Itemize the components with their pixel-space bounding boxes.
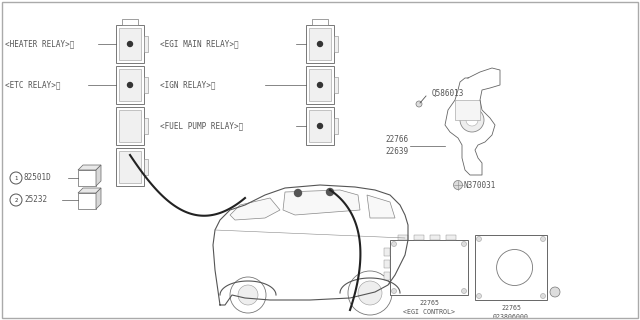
Bar [384,248,390,256]
Text: 82501D: 82501D [24,173,52,182]
Bar [430,235,440,240]
Circle shape [466,114,478,126]
Text: <EGI CONTROL>: <EGI CONTROL> [403,309,455,315]
Bar [384,272,390,280]
Polygon shape [96,165,101,186]
Bar [119,69,141,101]
Bar [334,36,338,52]
FancyBboxPatch shape [306,25,334,63]
Bar [309,69,331,101]
Polygon shape [78,165,101,170]
Text: <IGN RELAY>②: <IGN RELAY>② [160,81,216,90]
Circle shape [461,242,467,246]
Polygon shape [78,188,101,193]
Bar [144,36,148,52]
Bar [144,77,148,92]
Text: <ETC RELAY>①: <ETC RELAY>① [5,81,61,90]
Text: 22639: 22639 [385,148,408,156]
Bar [475,235,547,300]
Circle shape [10,194,22,206]
Bar [119,110,141,142]
Circle shape [461,289,467,293]
FancyBboxPatch shape [116,25,144,63]
Bar [78,193,96,209]
Text: 22765: 22765 [501,305,521,311]
Bar [122,19,138,25]
Bar [312,19,328,25]
FancyBboxPatch shape [116,66,144,104]
Circle shape [294,189,301,196]
Bar [309,28,331,60]
Bar [390,240,468,295]
Circle shape [230,277,266,313]
Circle shape [416,101,422,107]
Text: 1: 1 [14,175,18,180]
FancyBboxPatch shape [116,148,144,186]
Circle shape [317,124,323,129]
Text: <EGI MAIN RELAY>②: <EGI MAIN RELAY>② [160,39,239,49]
Bar [144,118,148,134]
Polygon shape [96,188,101,209]
Polygon shape [445,68,500,175]
Circle shape [238,285,258,305]
Bar [119,151,141,183]
Circle shape [10,172,22,184]
Circle shape [497,250,532,285]
Text: 22766: 22766 [385,135,408,145]
Bar [334,118,338,134]
Text: <FUEL PUMP RELAY>②: <FUEL PUMP RELAY>② [160,122,243,131]
Circle shape [541,236,545,242]
Polygon shape [283,190,360,215]
Bar [309,110,331,142]
Circle shape [326,188,333,196]
Circle shape [392,289,397,293]
Circle shape [477,293,481,299]
Circle shape [541,293,545,299]
Circle shape [454,180,463,189]
Text: <HEATER RELAY>①: <HEATER RELAY>① [5,39,74,49]
Text: 023806000: 023806000 [493,314,529,320]
Bar [455,100,480,120]
Circle shape [460,108,484,132]
Circle shape [550,287,560,297]
Bar [144,159,148,175]
Bar [446,235,456,240]
Polygon shape [367,195,395,218]
Polygon shape [230,198,280,220]
FancyBboxPatch shape [306,66,334,104]
Circle shape [127,42,132,46]
Bar [78,170,96,186]
Text: Q586013: Q586013 [432,89,465,98]
Circle shape [317,42,323,46]
Bar [119,28,141,60]
FancyBboxPatch shape [306,107,334,145]
Bar [384,260,390,268]
Circle shape [392,242,397,246]
Circle shape [358,281,382,305]
Circle shape [127,83,132,87]
Circle shape [317,83,323,87]
Text: 22765: 22765 [419,300,439,306]
Text: 25232: 25232 [24,196,47,204]
Bar [398,235,408,240]
Text: 2: 2 [14,197,18,203]
Bar [414,235,424,240]
Bar [334,77,338,92]
FancyBboxPatch shape [116,107,144,145]
Circle shape [348,271,392,315]
Circle shape [477,236,481,242]
Text: N370031: N370031 [464,180,497,189]
